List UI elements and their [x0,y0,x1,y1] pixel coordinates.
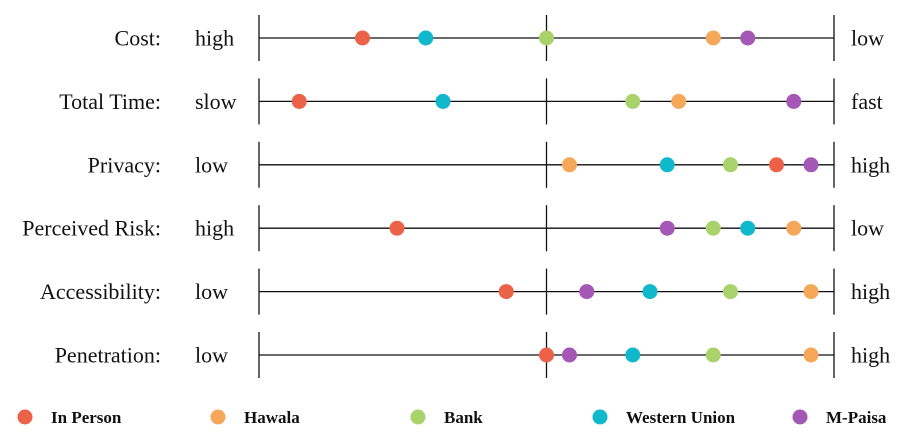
legend-label: In Person [51,408,122,427]
point-hawala [803,284,819,300]
row-accessibility: Accessibility: low high [40,268,890,315]
legend-item-m-paisa: M-Paisa [792,408,887,427]
point-western-union [740,220,756,236]
point-hawala [562,157,577,173]
point-m-paisa [786,93,802,109]
point-m-paisa [803,157,819,173]
row-label: Penetration: [55,343,161,368]
point-hawala [705,30,721,46]
point-m-paisa [579,284,595,300]
legend-item-hawala: Hawala [210,408,300,427]
row-total-time: Total Time: slow fast [59,78,883,125]
point-western-union [435,93,451,109]
point-bank [705,220,721,236]
point-hawala [786,220,802,236]
row-label: Privacy: [88,152,161,177]
rows-layer: Cost: high low Total Time: slow fast Privacy: l… [22,15,890,378]
low-end-label: low [195,152,228,177]
point-bank [723,284,738,300]
row-label: Cost: [115,26,161,51]
legend-swatch [410,409,426,425]
low-end-label: slow [195,89,237,114]
legend-label: Western Union [626,408,736,427]
point-m-paisa [659,220,675,236]
legend-item-bank: Bank [410,408,483,427]
point-bank [625,93,641,109]
legend-label: Bank [444,408,483,427]
row-perceived-risk: Perceived Risk: high low [22,205,884,252]
row-label: Accessibility: [40,279,161,304]
row-label: Total Time: [59,89,161,114]
point-western-union [659,157,675,173]
legend-swatch [210,409,226,425]
legend-swatch [592,409,608,425]
point-western-union [418,30,434,46]
legend-item-western-union: Western Union [592,408,736,427]
low-end-label: high [195,216,234,241]
legend-label: M-Paisa [826,408,887,427]
high-end-label: high [851,152,890,177]
high-end-label: high [851,343,890,368]
point-in-person [291,93,307,109]
point-m-paisa [562,347,577,363]
row-cost: Cost: high low [115,15,884,61]
high-end-label: low [851,216,884,241]
legend-swatch [792,409,808,425]
point-in-person [389,220,405,236]
point-hawala [803,347,819,363]
row-label: Perceived Risk: [22,216,161,241]
point-hawala [671,93,687,109]
point-bank [705,347,721,363]
legend-swatch [17,409,33,425]
legend-label: Hawala [244,408,300,427]
high-end-label: fast [851,89,883,114]
point-in-person [498,284,514,300]
low-end-label: low [195,343,228,368]
point-bank [723,157,738,173]
high-end-label: high [851,279,890,304]
point-western-union [642,284,658,300]
point-bank [539,30,554,46]
low-end-label: low [195,279,228,304]
row-privacy: Privacy: low high [88,141,890,188]
low-end-label: high [195,26,234,51]
point-in-person [355,30,370,46]
point-western-union [625,347,641,363]
legend-item-in-person: In Person [17,408,122,427]
point-in-person [769,157,784,173]
row-penetration: Penetration: low high [55,332,890,378]
legend: In Person Hawala Bank Western Union M-Paisa [17,408,887,427]
point-in-person [539,347,554,363]
point-m-paisa [740,30,756,46]
high-end-label: low [851,26,884,51]
